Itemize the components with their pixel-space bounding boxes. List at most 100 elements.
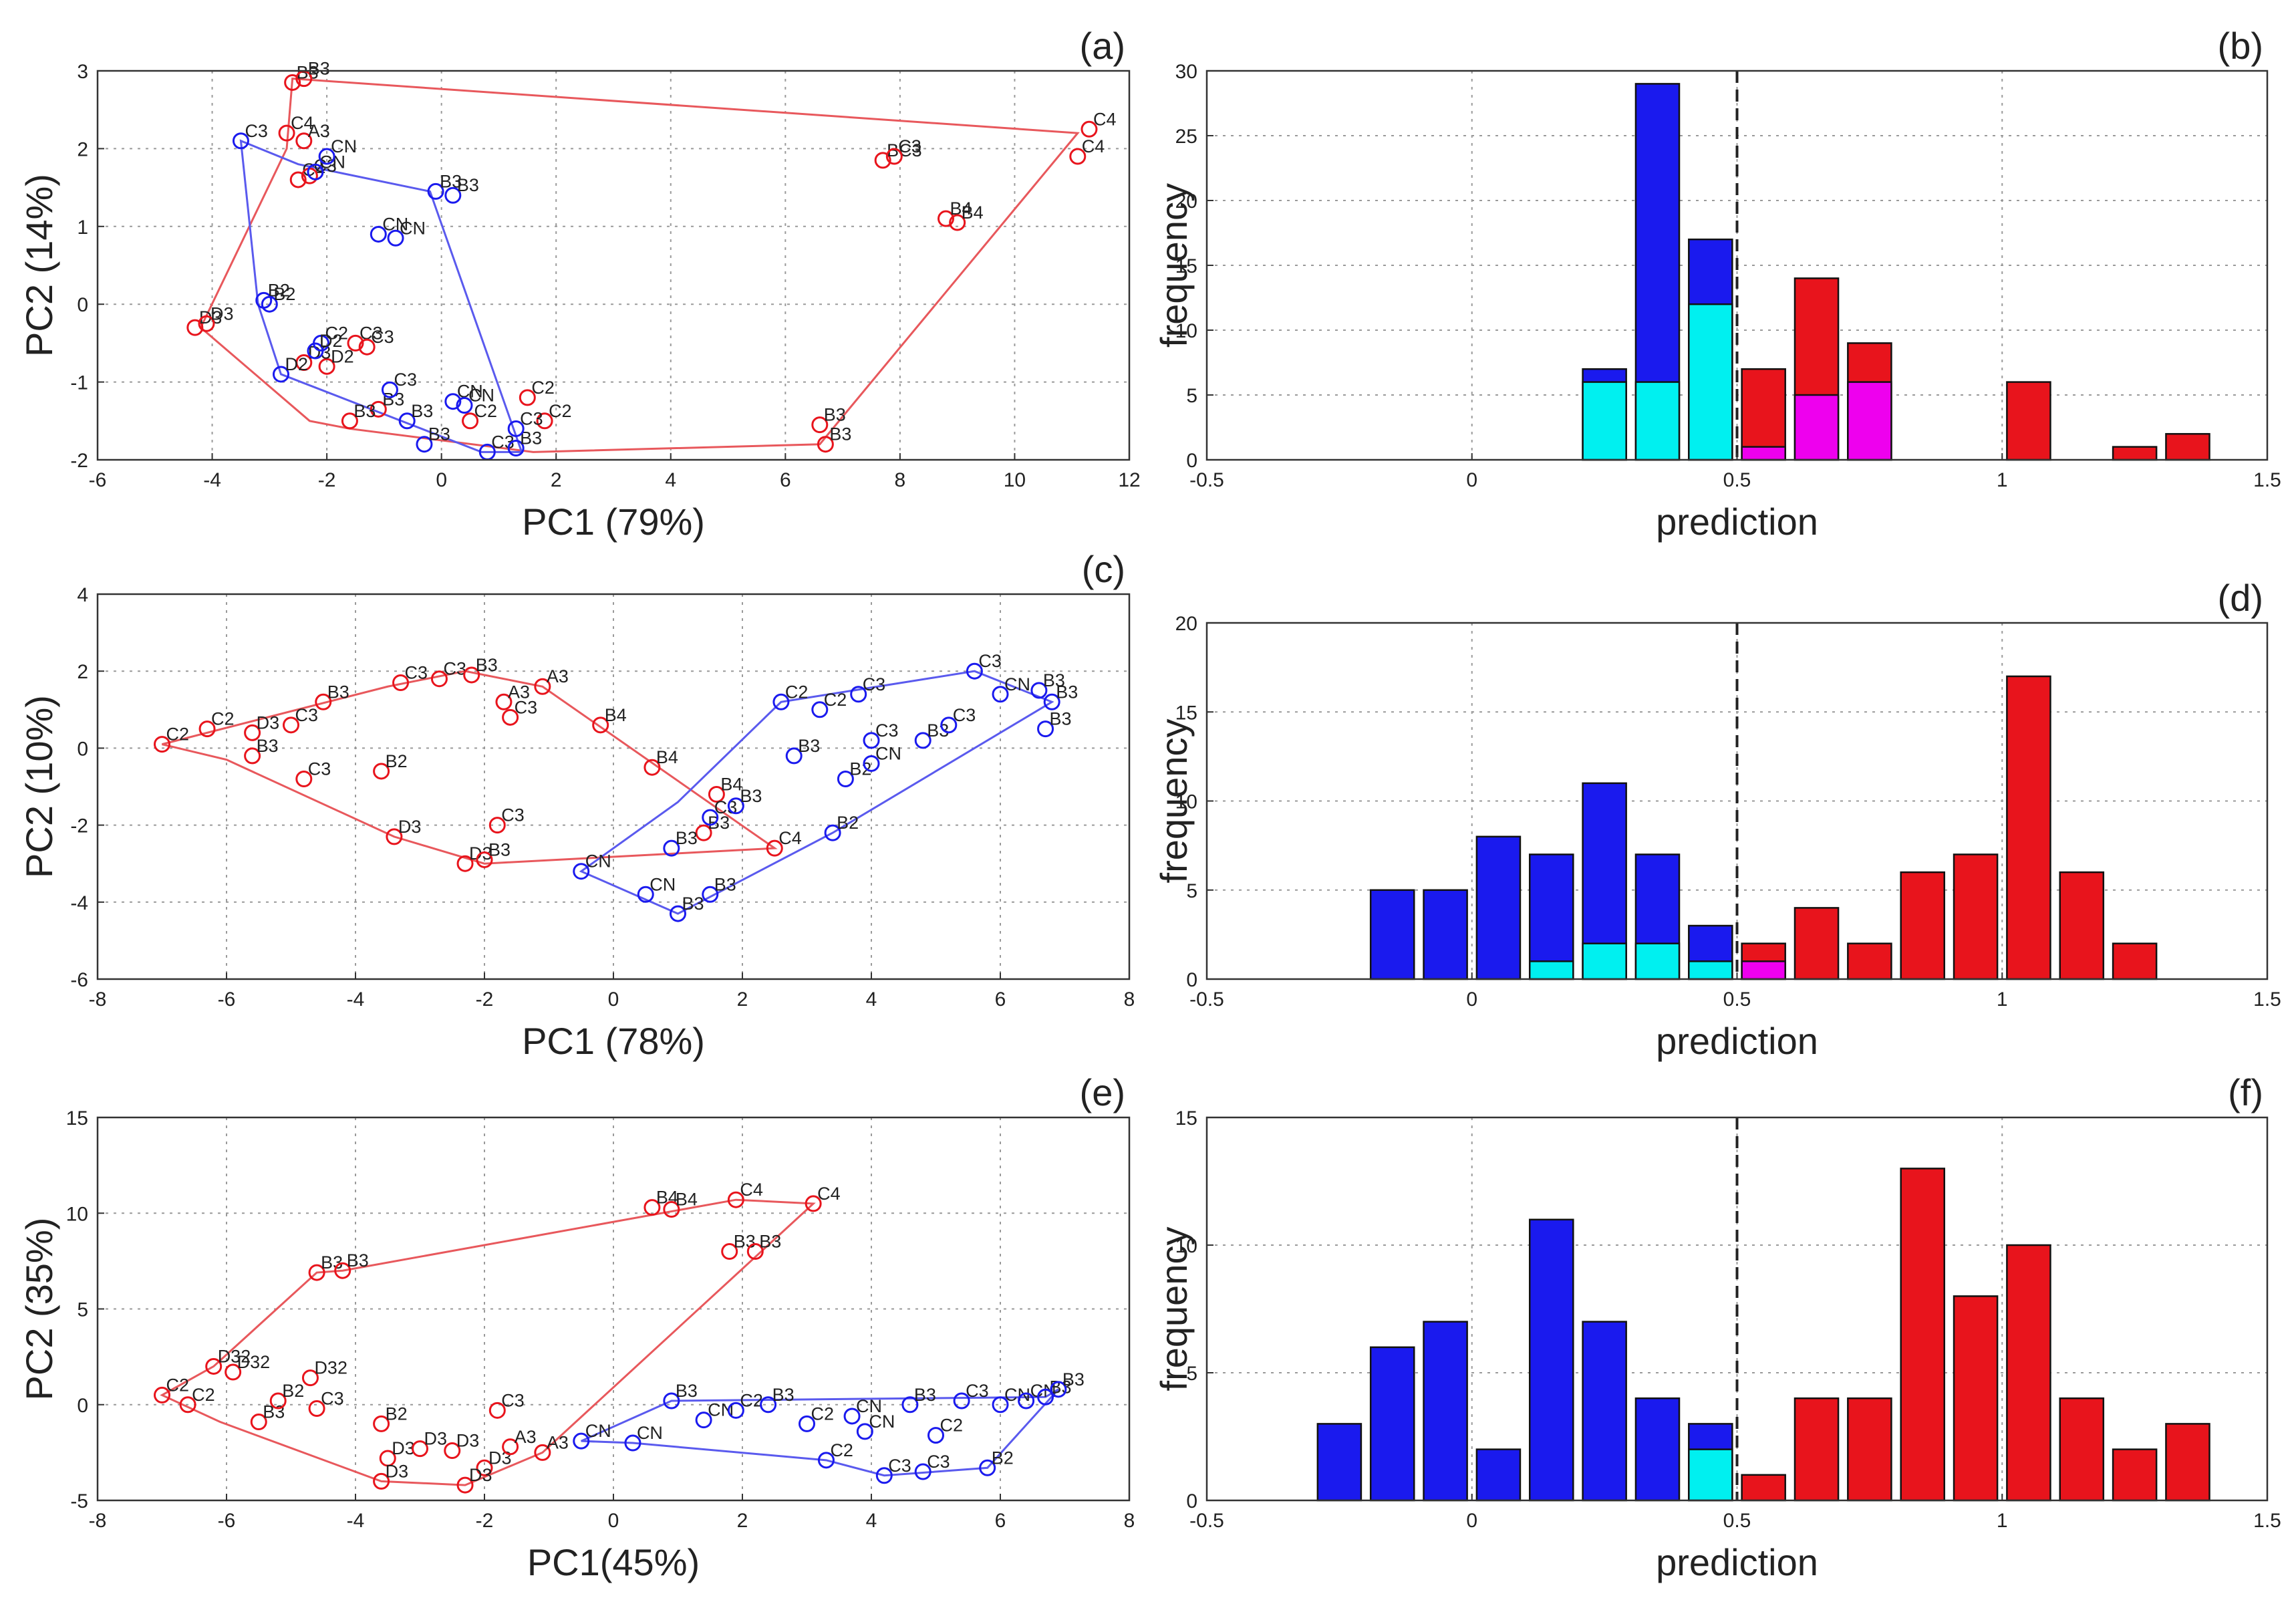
red-point-label: D2 [331, 346, 354, 366]
red-point-label: B3 [327, 682, 349, 702]
red-point-label: A3 [547, 666, 569, 686]
red-point-marker [949, 214, 966, 231]
x-axis-label: PC1(45%) [527, 1541, 700, 1583]
x-tick-label: 0 [608, 1510, 619, 1532]
bar [1423, 889, 1468, 980]
y-tick-label: -6 [70, 969, 88, 991]
red-point-label: C4 [1082, 136, 1105, 156]
blue-point-marker [824, 824, 841, 841]
x-tick-label: -4 [347, 988, 365, 1011]
red-point-label: C3 [515, 697, 538, 717]
red-point-marker [727, 1191, 744, 1208]
bar [2059, 871, 2105, 980]
y-tick-label: 5 [1186, 880, 1197, 902]
blue-point-label: C3 [953, 705, 976, 725]
y-tick-label: 0 [77, 294, 88, 316]
bar [1900, 1168, 1946, 1502]
x-axis-label: prediction [1656, 501, 1818, 543]
blue-point-label: CN [585, 851, 611, 872]
blue-point-marker [1043, 693, 1060, 710]
red-point-marker [721, 1243, 738, 1260]
y-tick-label: 0 [77, 1395, 88, 1417]
bar [2112, 446, 2158, 461]
blue-point-label: B3 [428, 424, 450, 444]
red-point-label: C3 [295, 705, 319, 725]
red-point-label: B3 [708, 813, 730, 833]
blue-point-marker [837, 770, 854, 787]
red-point-label: C3 [321, 1388, 344, 1408]
panel-label: (e) [1080, 1071, 1125, 1113]
blue-point-marker [811, 701, 829, 718]
red-point-marker [456, 855, 474, 872]
red-point-marker [244, 724, 261, 741]
red-point-marker [295, 354, 313, 371]
red-point-marker [250, 1414, 267, 1431]
blue-point-marker [856, 1423, 873, 1440]
x-tick-label: 1.5 [2253, 1510, 2281, 1532]
red-point-label: C4 [778, 828, 802, 848]
red-point-label: B3 [734, 1232, 756, 1252]
red-point-label: B3 [829, 424, 851, 444]
blue-point-marker [1018, 1392, 1035, 1410]
red-point-label: B3 [382, 389, 404, 409]
y-axis-label: PC2 (14%) [18, 174, 60, 357]
blue-point-marker [760, 1396, 777, 1414]
x-tick-label: 2 [737, 988, 748, 1011]
blue-point-marker [507, 420, 525, 437]
red-point-marker [519, 389, 536, 406]
bar-subset [1582, 381, 1627, 461]
x-axis-label: prediction [1656, 1541, 1818, 1583]
red-point-marker [373, 1415, 390, 1432]
blue-point-marker [914, 1463, 931, 1480]
blue-point-marker [663, 839, 680, 857]
y-tick-label: 5 [1186, 1363, 1197, 1385]
blue-point-label: C3 [714, 797, 738, 817]
blue-point-label: B3 [676, 828, 698, 848]
red-point-marker [643, 759, 661, 776]
blue-point-marker [307, 163, 324, 180]
panel-label: (c) [1082, 548, 1125, 590]
red-point-marker [308, 1264, 325, 1281]
red-point-label: D3 [424, 1429, 448, 1449]
y-tick-label: 0 [1186, 1490, 1197, 1512]
red-point-label: B3 [263, 1402, 285, 1422]
panel-label: (f) [2228, 1071, 2263, 1113]
panel-d: -0.5 0 0.5 1 1.505101520predictionfrequency(… [1153, 577, 2281, 1062]
red-point-marker [386, 828, 403, 845]
blue-point-marker [427, 182, 444, 200]
red-point-marker [643, 1199, 661, 1216]
blue-class-hull [239, 139, 523, 453]
red-point-label: D32 [237, 1352, 271, 1372]
bar-subset [1741, 960, 1786, 980]
x-tick-label: 6 [995, 988, 1006, 1011]
x-tick-label: 8 [1124, 1510, 1135, 1532]
red-point-label: C3 [898, 136, 921, 156]
blue-point-label: C3 [978, 651, 1002, 671]
blue-point-marker [863, 732, 880, 749]
red-point-marker [154, 736, 170, 753]
blue-point-marker [695, 1412, 712, 1429]
bar [1528, 1218, 1574, 1502]
red-point-label: C2 [166, 724, 190, 745]
blue-point-label: B3 [682, 894, 704, 914]
red-point-label: D3 [386, 1461, 409, 1481]
red-point-label: C4 [1093, 109, 1117, 129]
blue-point-label: B3 [1043, 670, 1065, 690]
red-point-label: C4 [291, 113, 314, 133]
red-point-label: B3 [347, 1250, 369, 1271]
red-point-label: C3 [501, 1390, 525, 1410]
blue-point-marker [727, 1401, 744, 1419]
red-point-label: C4 [817, 1184, 841, 1204]
blue-point-marker [1030, 682, 1048, 699]
blue-point-marker [953, 1392, 970, 1410]
x-tick-label: 0 [1466, 469, 1477, 491]
blue-point-label: B3 [411, 401, 433, 421]
bar [1423, 1321, 1468, 1502]
red-point-marker [179, 1396, 196, 1414]
bar [2165, 432, 2210, 461]
bar [1528, 853, 1574, 980]
red-point-label: B2 [386, 1404, 408, 1424]
bar-subset [1528, 960, 1574, 980]
red-point-marker [476, 851, 493, 868]
red-point-marker [341, 412, 358, 430]
